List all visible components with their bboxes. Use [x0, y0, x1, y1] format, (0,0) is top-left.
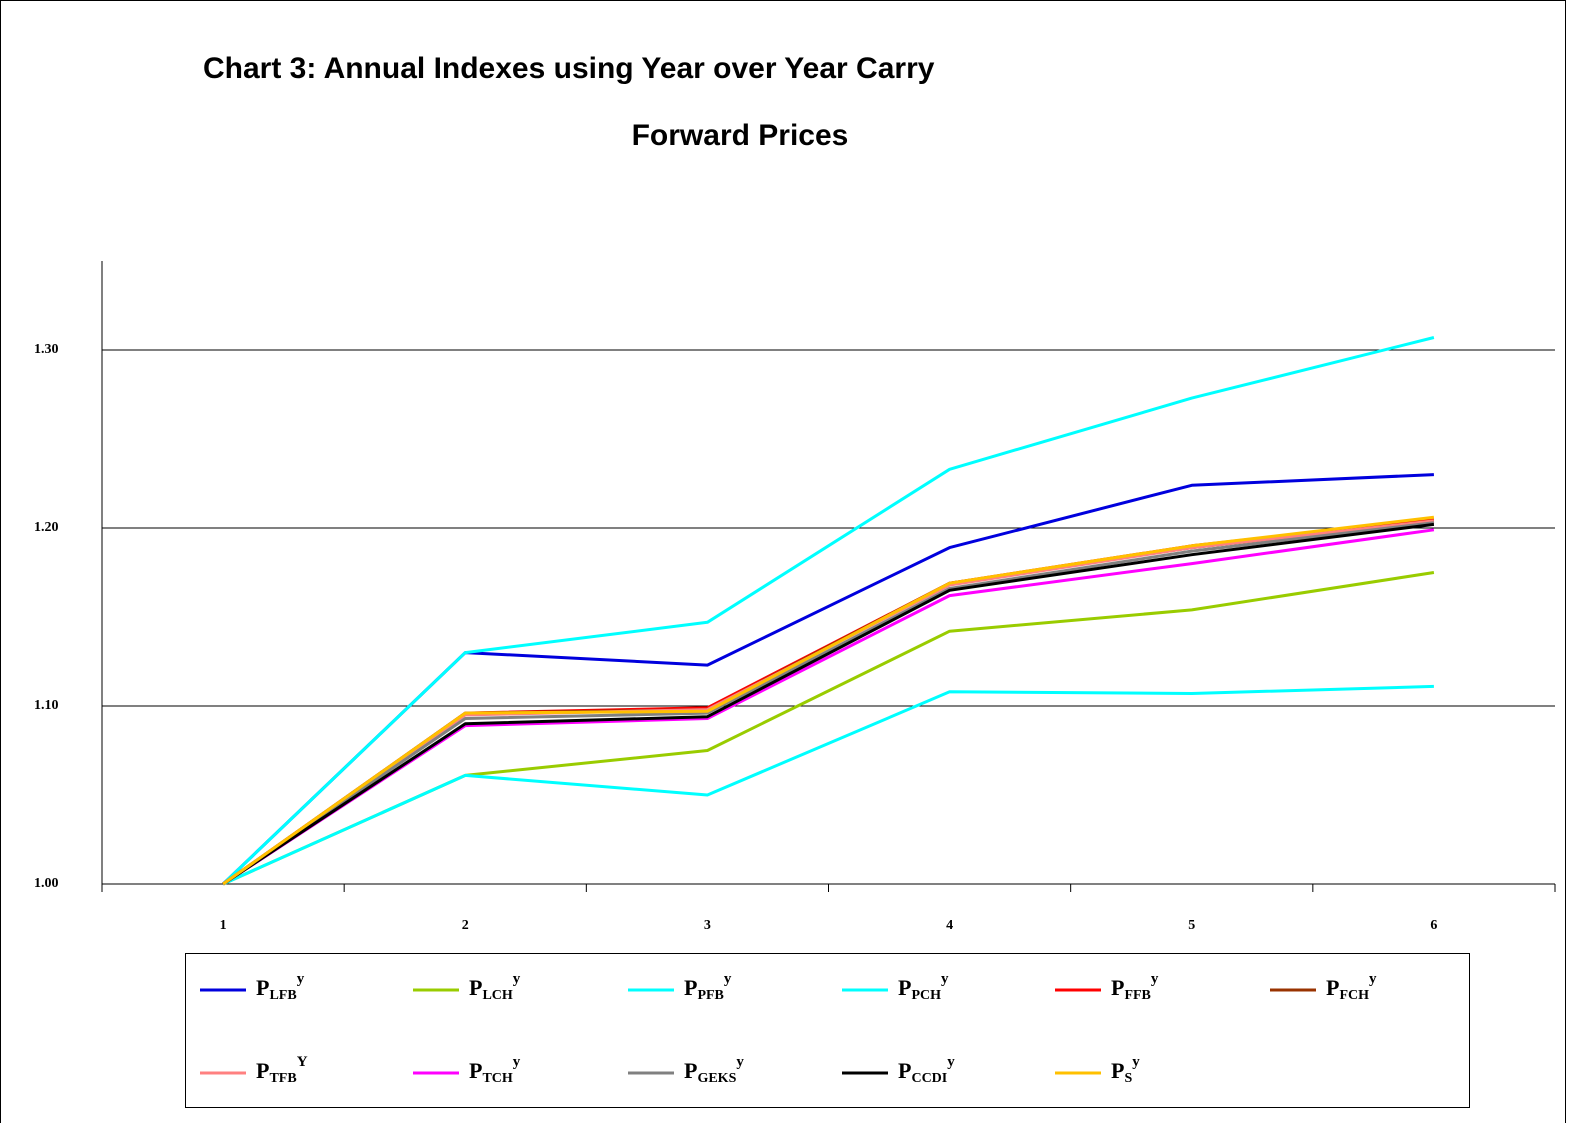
- legend-name: P: [684, 1058, 697, 1083]
- legend-sup: y: [947, 1054, 955, 1070]
- legend-name: P: [1111, 975, 1124, 1000]
- legend-sup: y: [1369, 971, 1377, 987]
- series-line: [222, 519, 1435, 886]
- series-line: [222, 517, 1435, 886]
- legend-sub: FCH: [1339, 988, 1369, 1003]
- legend-name: P: [469, 1058, 482, 1083]
- x-tick-label: 4: [946, 918, 953, 933]
- legend-sup: y: [1132, 1054, 1140, 1070]
- series-line: [222, 515, 1435, 886]
- legend-label: PTFBY: [256, 1054, 308, 1086]
- legend-label: PPCHy: [898, 971, 949, 1003]
- x-tick-label: 5: [1188, 918, 1195, 933]
- legend-name: P: [1326, 975, 1339, 1000]
- y-tick-label: 1.30: [34, 342, 59, 357]
- legend-name: P: [1111, 1058, 1124, 1083]
- series-line: [222, 521, 1435, 886]
- legend-sub: GEKS: [697, 1071, 736, 1086]
- y-tick-label: 1.00: [34, 876, 59, 891]
- legend-label: PLCHy: [469, 971, 521, 1003]
- x-tick-label: 1: [220, 918, 227, 933]
- legend-name: P: [684, 975, 697, 1000]
- chart-title: Chart 3: Annual Indexes using Year over …: [203, 52, 935, 85]
- legend-name: P: [469, 975, 482, 1000]
- y-tick-label: 1.10: [34, 698, 59, 713]
- legend-sub: PFB: [697, 988, 723, 1003]
- legend-sup: y: [724, 971, 732, 987]
- legend-label: PSy: [1111, 1054, 1140, 1086]
- legend-name: P: [256, 1058, 269, 1083]
- series-line: [222, 571, 1435, 886]
- legend-sub: TFB: [269, 1071, 296, 1086]
- y-tick-label: 1.20: [34, 520, 59, 535]
- legend-sup: Y: [297, 1054, 308, 1070]
- legend-sup: y: [1151, 971, 1159, 987]
- x-tick-label: 6: [1430, 918, 1437, 933]
- legend-sup: y: [297, 971, 305, 987]
- legend-sub: LCH: [482, 988, 512, 1003]
- legend-sup: y: [736, 1054, 744, 1070]
- chart-title: Forward Prices: [632, 119, 849, 152]
- legend-label: PPFBy: [684, 971, 732, 1003]
- series-line: [222, 684, 1434, 886]
- legend-sub: CCDI: [911, 1071, 947, 1086]
- legend-sub: S: [1124, 1071, 1132, 1086]
- series-line: [222, 528, 1435, 886]
- legend-name: P: [898, 1058, 911, 1083]
- legend-sub: PCH: [911, 988, 941, 1003]
- legend-label: PGEKSy: [684, 1054, 744, 1086]
- legend-name: P: [898, 975, 911, 1000]
- legend-sub: LFB: [269, 988, 296, 1003]
- legend-sub: FFB: [1124, 988, 1150, 1003]
- series-line: [222, 519, 1435, 886]
- legend-box: [185, 953, 1470, 1108]
- legend-label: PTCHy: [469, 1054, 521, 1086]
- legend-label: PCCDIy: [898, 1054, 955, 1086]
- legend-label: PFFBy: [1111, 971, 1159, 1003]
- x-tick-label: 3: [704, 918, 711, 933]
- series-line: [222, 522, 1435, 886]
- legend-name: P: [256, 975, 269, 1000]
- legend-sup: y: [513, 971, 521, 987]
- legend-sup: y: [941, 971, 949, 987]
- legend-sup: y: [513, 1054, 521, 1070]
- legend-label: PLFBy: [256, 971, 305, 1003]
- series-line: [222, 473, 1434, 886]
- legend-label: PFCHy: [1326, 971, 1377, 1003]
- series-line: [222, 336, 1435, 886]
- legend-sub: TCH: [482, 1071, 512, 1086]
- x-tick-label: 2: [462, 918, 469, 933]
